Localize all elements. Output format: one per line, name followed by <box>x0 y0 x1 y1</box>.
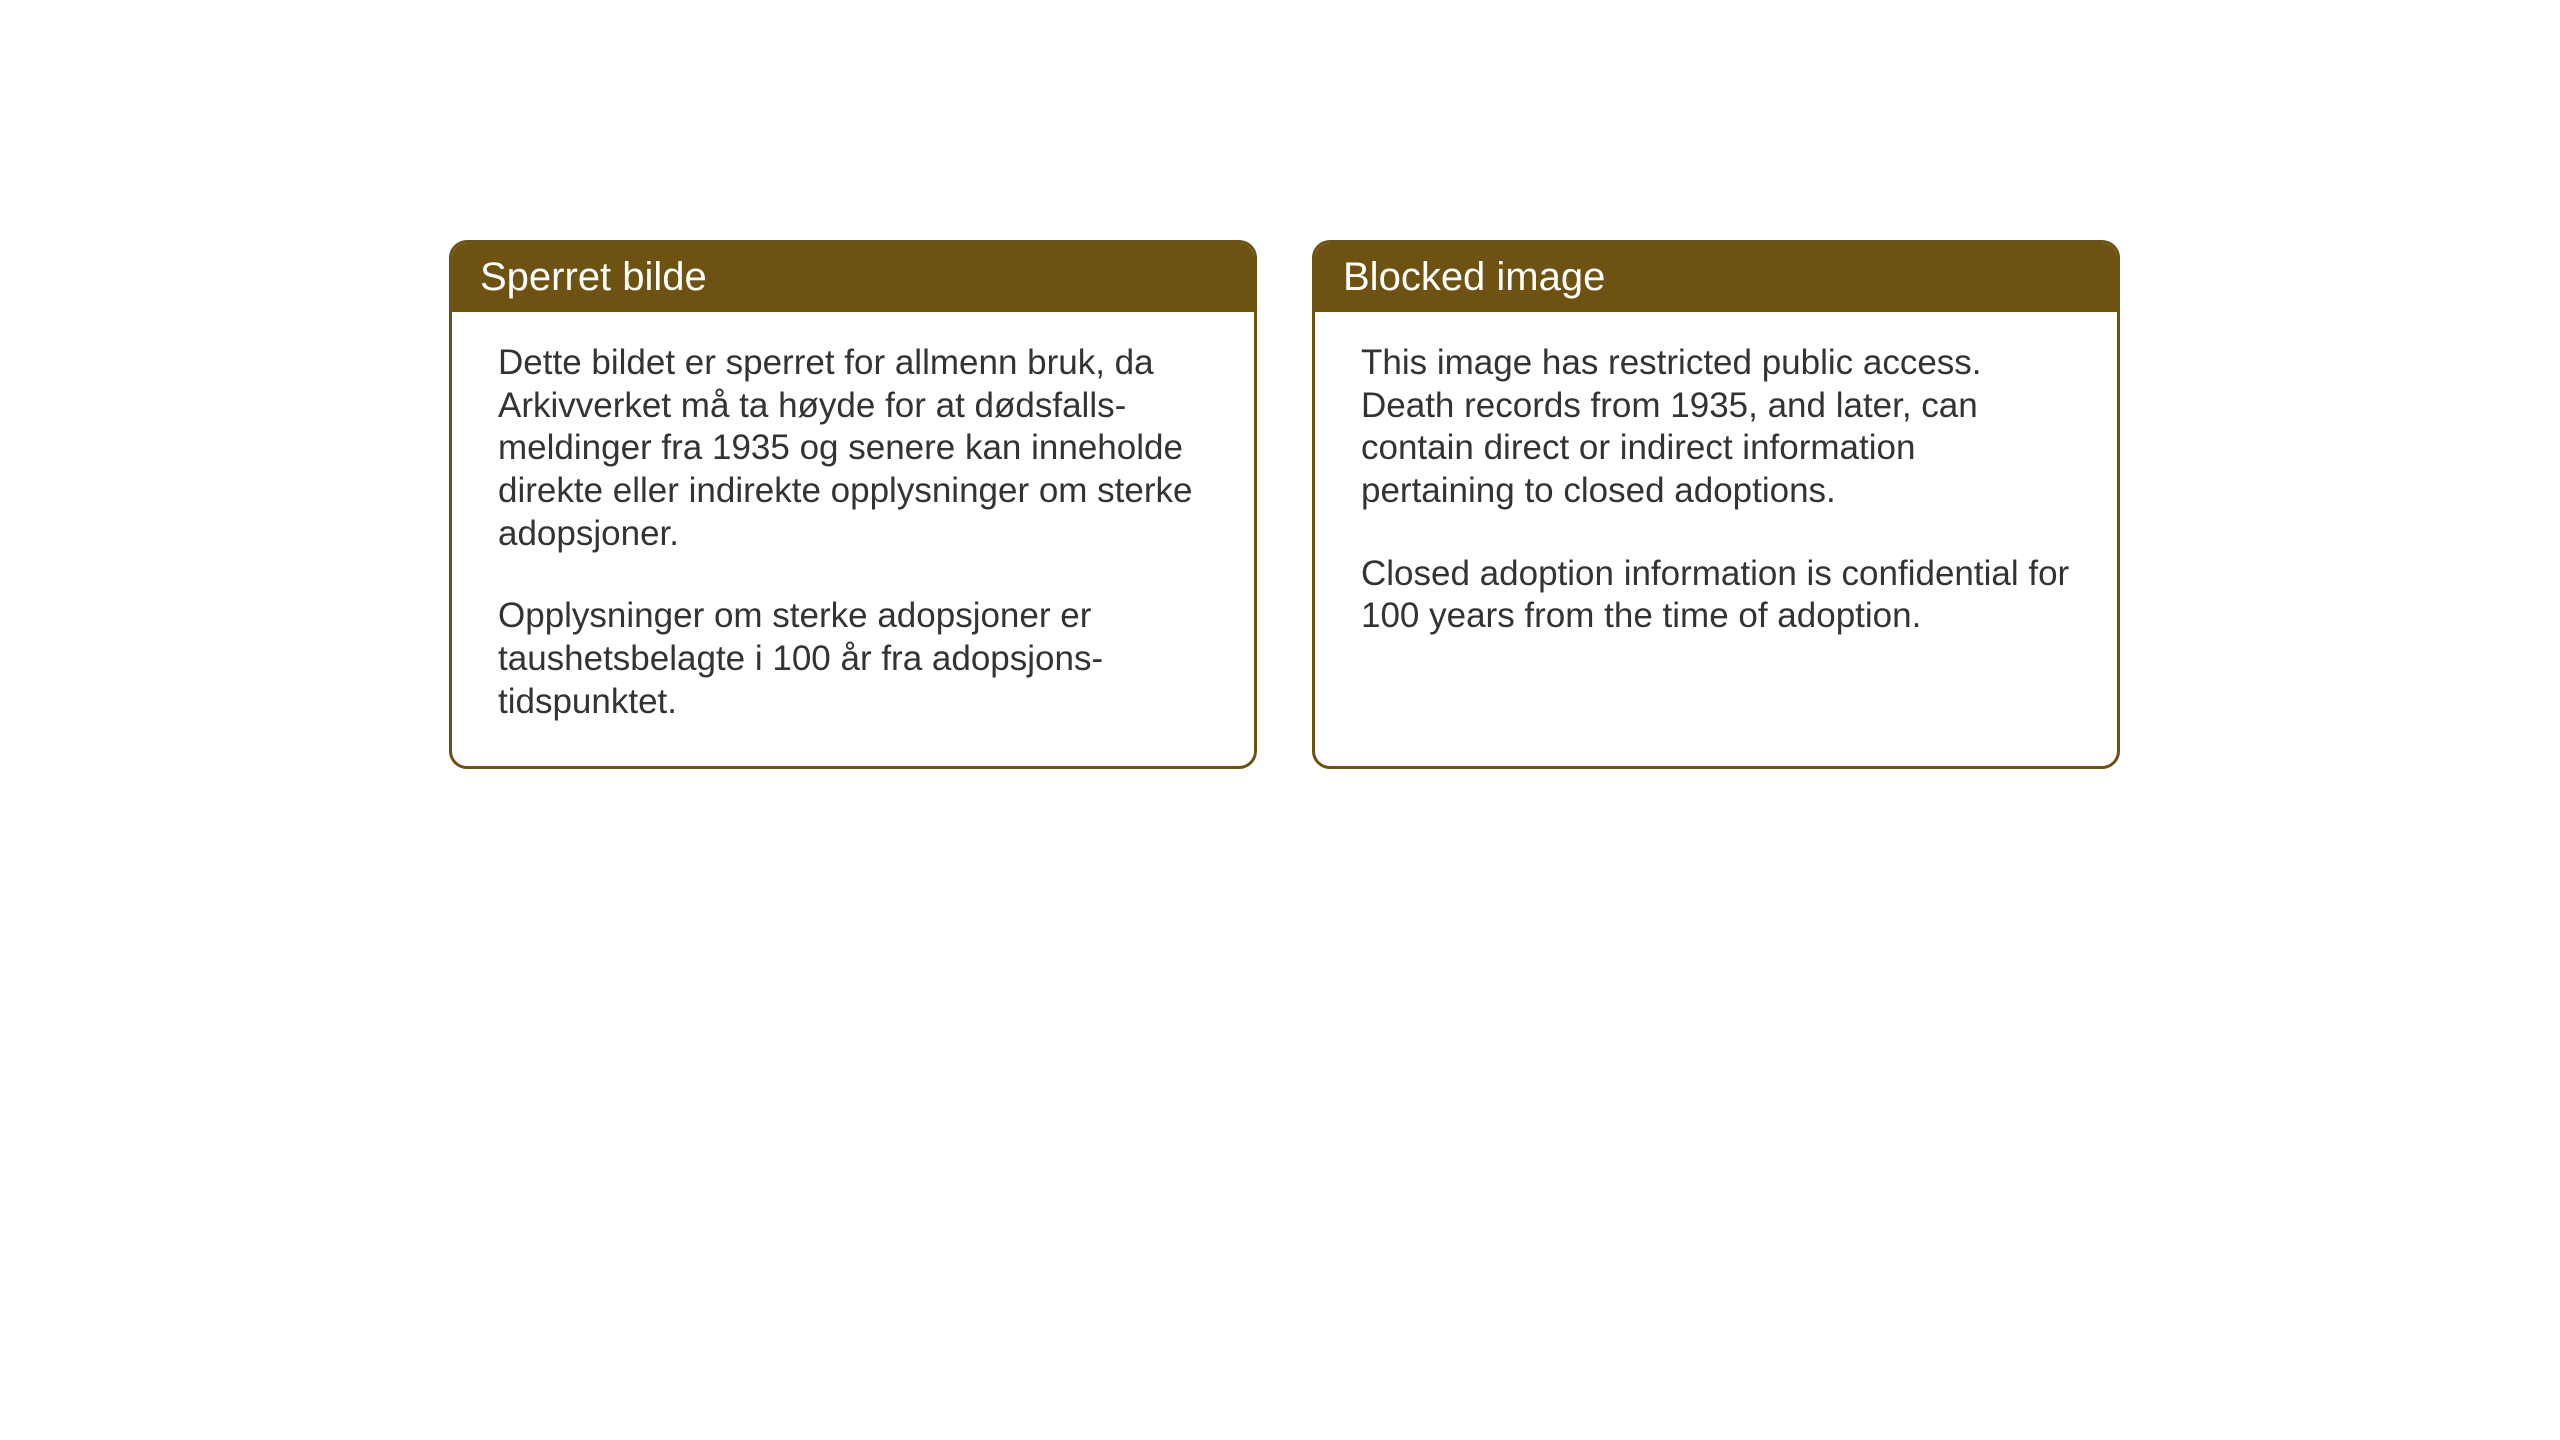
notice-title-norwegian: Sperret bilde <box>480 255 707 299</box>
notice-box-english: Blocked image This image has restricted … <box>1312 240 2120 769</box>
notice-header-norwegian: Sperret bilde <box>452 243 1254 312</box>
notice-paragraph-norwegian-1: Dette bildet er sperret for allmenn bruk… <box>498 342 1208 555</box>
notice-paragraph-norwegian-2: Opplysninger om sterke adopsjoner er tau… <box>498 595 1208 723</box>
notice-body-norwegian: Dette bildet er sperret for allmenn bruk… <box>452 312 1254 766</box>
notice-title-english: Blocked image <box>1343 255 1605 299</box>
notice-paragraph-english-1: This image has restricted public access.… <box>1361 342 2071 513</box>
notice-body-english: This image has restricted public access.… <box>1315 312 2117 680</box>
notice-container: Sperret bilde Dette bildet er sperret fo… <box>449 240 2120 769</box>
notice-box-norwegian: Sperret bilde Dette bildet er sperret fo… <box>449 240 1257 769</box>
notice-paragraph-english-2: Closed adoption information is confident… <box>1361 553 2071 638</box>
notice-header-english: Blocked image <box>1315 243 2117 312</box>
